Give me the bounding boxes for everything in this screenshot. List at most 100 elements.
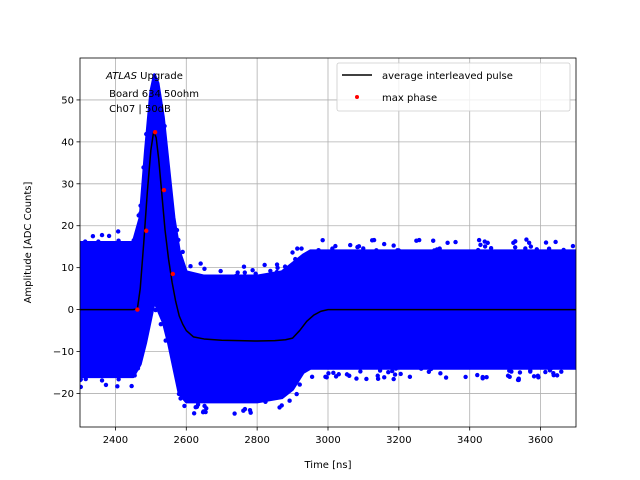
sample-point [438,371,443,376]
sample-point [144,131,149,137]
sample-point [374,248,379,253]
sample-point [551,373,556,378]
y-tick-label: 30 [61,179,74,190]
sample-point [570,243,576,249]
sample-point [396,248,402,253]
sample-point [141,165,146,170]
sample-point [204,406,209,411]
sample-point [377,368,383,373]
sample-point [194,404,200,410]
sample-point [250,268,255,273]
y-tick-label: −10 [53,347,74,358]
x-tick-label: 2600 [174,435,199,446]
sample-point [453,239,458,245]
x-tick-label: 3200 [386,435,411,446]
sample-band [80,73,576,416]
sample-point [182,403,187,409]
sample-point [235,270,240,275]
sample-point [331,370,336,376]
sample-point [482,239,487,244]
annotation-atlas: ATLAS [105,71,138,82]
sample-point [386,370,391,375]
sample-point [393,366,399,371]
sample-point [475,247,481,253]
sample-point [202,266,207,271]
sample-point [232,411,237,416]
annotation-line-1: ATLAS Upgrade [105,71,183,82]
x-axis-label: Time [ns] [303,460,351,471]
sample-point [131,238,136,243]
sample-point [262,262,267,268]
sample-point [445,240,450,246]
sample-point [163,338,168,343]
sample-point [361,246,366,251]
sample-point [398,371,403,377]
sample-point [382,375,387,380]
max-phase-point [144,228,149,233]
y-tick-label: 20 [61,221,74,232]
sample-point [482,244,488,249]
sample-point [364,376,369,382]
y-axis-label: Amplitude [ADC Counts] [23,181,34,303]
sample-point [135,366,141,371]
sample-point [488,245,494,251]
sample-point [561,247,566,253]
sample-point [99,378,105,383]
sample-point [523,246,528,251]
sample-point [333,243,338,249]
sample-point [294,391,299,397]
sample-point [282,264,288,269]
sample-point [553,239,558,245]
sample-point [358,369,363,374]
sample-point [198,261,203,266]
sample-point [83,239,88,244]
sample-point [507,374,512,380]
sample-point [178,396,183,401]
sample-point [478,242,483,248]
sample-point [516,377,521,383]
sample-point [554,373,560,378]
sample-point [176,237,181,243]
sample-point [320,237,325,243]
sample-point [295,246,300,251]
sample-point [326,371,331,376]
sample-point [559,369,564,374]
sample-point [531,374,537,379]
sample-point [99,232,105,238]
sample-point [293,256,298,262]
sample-point [534,247,539,252]
legend: average interleaved pulse max phase [336,62,571,112]
sample-point [80,384,83,390]
sample-point [375,373,380,378]
annotation-line-2: Board 634 50ohm [106,89,199,100]
sample-point [528,244,534,249]
sample-point [356,244,362,249]
sample-point [336,372,341,377]
sample-point [188,264,193,269]
sample-point [431,238,436,243]
x-tick-label: 3600 [528,435,553,446]
x-tick-label: 2400 [103,435,128,446]
sample-point [275,265,280,271]
sample-point [233,273,239,279]
sample-point [116,377,121,382]
sample-point [203,409,208,415]
sample-point [241,264,247,269]
sample-point [242,270,247,275]
sample-point [132,373,137,378]
y-tick-label: 40 [61,137,74,148]
sample-point [290,250,295,255]
max-phase-point [170,271,176,277]
sample-point [180,249,185,255]
sample-point [392,372,398,377]
sample-point [96,239,101,244]
y-tick-label: 10 [61,263,74,274]
sample-point [158,321,164,327]
sample-point [274,262,280,267]
sample-point [526,240,532,245]
sample-point [263,399,268,405]
max-phase-point [152,130,158,135]
sample-point [511,240,516,246]
sample-point [176,391,182,397]
